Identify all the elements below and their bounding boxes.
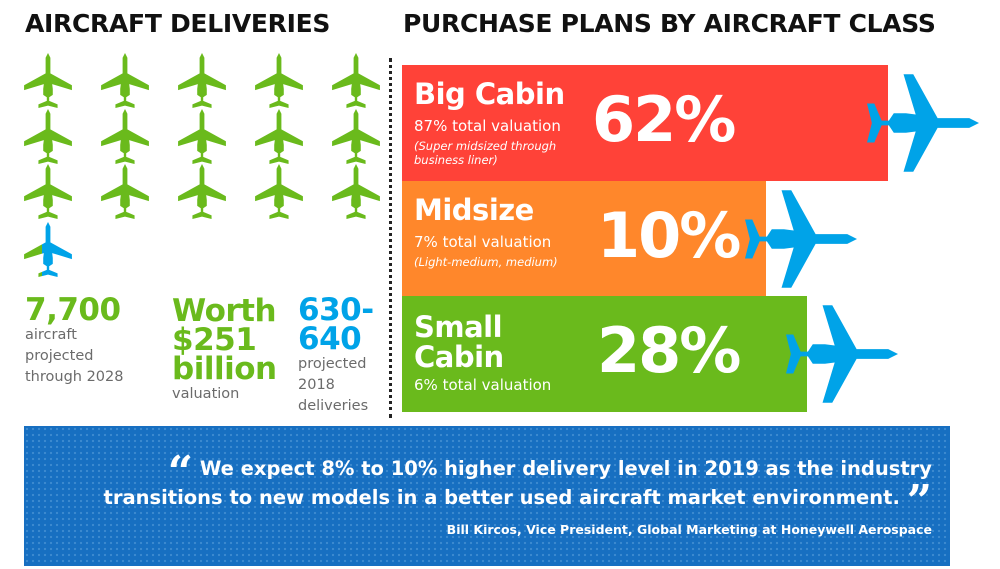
bar-valuation-label: 87% total valuation xyxy=(414,117,561,135)
bar-valuation-label: 7% total valuation xyxy=(414,233,552,251)
bar-big-cabin: Big Cabin 87% total valuation (Super midsi… xyxy=(402,65,888,181)
airplane-icon xyxy=(331,53,381,108)
airplane-icon xyxy=(254,164,304,219)
airplane-icon xyxy=(867,74,979,172)
stat-aircraft: 7,700 aircraft projected through 2028 xyxy=(25,292,165,388)
bar-category-label: Small Cabin xyxy=(414,310,504,374)
airplane-icon xyxy=(23,53,73,108)
stat-worth-label: valuation xyxy=(172,386,240,402)
airplane-icon xyxy=(331,164,381,219)
stat-deliveries-value: 630-640 xyxy=(298,292,374,357)
stat-worth: Worth $251 billion valuation xyxy=(172,293,282,405)
airplane-icon xyxy=(23,222,73,277)
airplane-icon xyxy=(100,164,150,219)
bar-value-label: 10% xyxy=(597,199,741,272)
left-title: AIRCRAFT DELIVERIES xyxy=(25,9,331,38)
airplane-icon xyxy=(254,109,304,164)
stat-deliveries: 630-640 projected 2018 deliveries xyxy=(298,292,380,417)
bar-note: (Super midsized through business liner) xyxy=(414,139,557,167)
stat-worth-value: Worth $251 billion xyxy=(172,293,277,387)
bar-midsize: Midsize 7% total valuation (Light-medium, … xyxy=(402,181,766,296)
airplane-icon xyxy=(786,305,898,403)
airplane-icon xyxy=(23,164,73,219)
stat-aircraft-label: aircraft projected through 2028 xyxy=(25,327,124,385)
airplane-icon xyxy=(254,53,304,108)
bar-value-label: 28% xyxy=(597,314,741,387)
close-quote-icon: ” xyxy=(906,476,932,527)
bar-value-label: 62% xyxy=(592,83,736,156)
quote-text-block: “ We expect 8% to 10% higher delivery le… xyxy=(52,451,933,524)
bar-category-label: Midsize xyxy=(414,193,534,227)
right-title: PURCHASE PLANS BY AIRCRAFT CLASS xyxy=(403,9,936,38)
quote-banner: “ We expect 8% to 10% higher delivery le… xyxy=(24,426,950,566)
airplane-icon xyxy=(331,109,381,164)
airplane-icon xyxy=(23,109,73,164)
dotted-divider xyxy=(389,58,392,418)
airplane-icon xyxy=(745,190,857,288)
airplane-icon xyxy=(177,164,227,219)
quote-text: We expect 8% to 10% higher delivery leve… xyxy=(103,457,933,509)
airplane-icon xyxy=(100,53,150,108)
bar-small-cabin: Small Cabin 6% total valuation 28% xyxy=(402,296,807,412)
airplane-icon xyxy=(100,109,150,164)
airplane-icon xyxy=(177,109,227,164)
bar-category-label: Big Cabin xyxy=(414,77,565,111)
bar-valuation-label: 6% total valuation xyxy=(414,376,552,394)
stat-deliveries-label: projected 2018 deliveries xyxy=(298,356,369,414)
stat-aircraft-value: 7,700 xyxy=(25,292,121,328)
bar-note: (Light-medium, medium) xyxy=(414,255,558,269)
quote-attribution: Bill Kircos, Vice President, Global Mark… xyxy=(446,522,932,537)
airplane-icon xyxy=(177,53,227,108)
